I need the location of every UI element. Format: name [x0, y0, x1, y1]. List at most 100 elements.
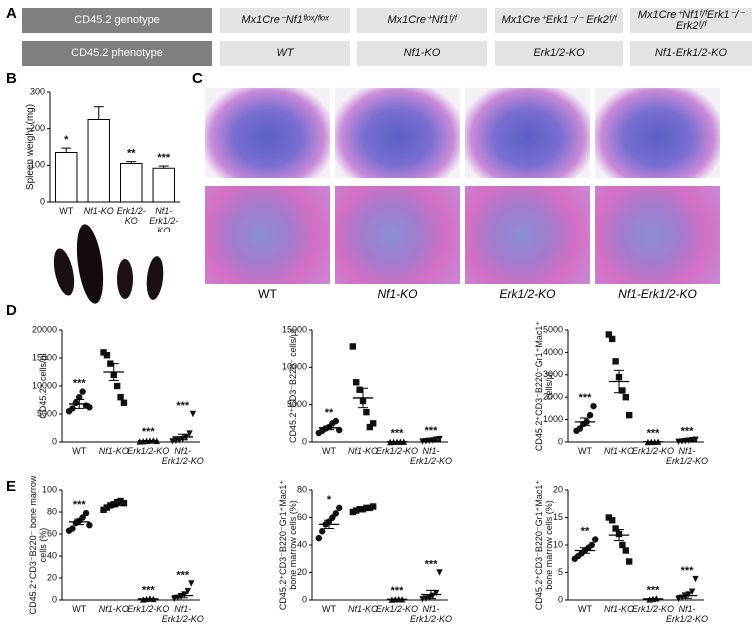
panel-label: A: [6, 5, 17, 22]
spleen-highmag-image: [595, 186, 720, 284]
significance-label: ***: [425, 558, 439, 570]
y-tick-label: 20000: [32, 324, 57, 334]
spleen-lowmag-image: [205, 88, 330, 178]
x-tick-label: Nf1-KO: [83, 206, 114, 216]
data-point: [609, 335, 616, 343]
x-tick-label-text: Nf1-Erk1/2-KO: [410, 446, 452, 466]
y-tick-label: 15000: [282, 324, 307, 334]
panel-label: E: [6, 478, 17, 495]
y-tick-label: 0: [558, 594, 563, 604]
x-tick-label: WT: [72, 446, 87, 456]
x-tick-label-text: WT: [72, 446, 87, 456]
table-cell: Mx1Cre⁺Nf1ᶠ/ᶠErk1⁻/⁻ Erk2ᶠ/ᶠ: [630, 8, 752, 33]
bar: [55, 152, 78, 203]
x-tick-label-text: WT: [578, 446, 592, 456]
y-axis-label: CD45.2⁺CD3⁻B220⁻ bone marrow cells (%): [28, 475, 48, 615]
x-tick-label-text: Nf1-Erk1/2-KO: [161, 446, 204, 466]
data-point: [72, 399, 80, 406]
x-tick-label-text: Erk1/2-KO: [116, 206, 146, 226]
x-tick-label: WT: [578, 604, 592, 614]
y-tick-label: 100: [42, 484, 57, 494]
data-point: [103, 352, 111, 359]
x-tick-label: Nf1-KO: [98, 604, 129, 614]
x-tick-label: Nf1-KO: [99, 446, 129, 456]
table-cell: Mx1Cre⁻Nf1ᶠˡᵒˣ/ᶠˡᵒˣ: [220, 8, 350, 33]
x-tick-label-text: Erk1/2-KO: [632, 604, 674, 614]
x-tick-label: WT: [322, 604, 336, 614]
x-tick-label: Nf1-Erk1/2-KO: [410, 446, 452, 466]
histology-label: Nf1-KO: [377, 287, 418, 301]
data-point: [688, 588, 696, 595]
y-tick-label: 0: [40, 196, 45, 206]
bar: [87, 119, 110, 203]
y-tick-label: 5000: [543, 324, 563, 334]
x-tick-label-text: WT: [59, 206, 74, 216]
y-tick-label: 2000: [543, 392, 563, 402]
x-tick-label: Nf1-Erk1/2-KO: [666, 446, 708, 466]
y-tick-label: 10000: [32, 380, 57, 390]
y-tick-label: 15: [553, 512, 563, 522]
y-tick-label: 40: [47, 550, 57, 560]
data-point: [605, 331, 612, 338]
y-axis-label-text: CD45.2⁺CD3⁻B220⁻ bone marrow cells (%): [28, 475, 48, 615]
data-point: [79, 388, 86, 395]
x-tick-label-text: WT: [322, 604, 336, 614]
y-tick-label: 0: [52, 436, 57, 446]
spleen-lowmag-image: [465, 88, 590, 178]
data-point: [349, 508, 356, 516]
data-point: [590, 402, 597, 410]
spleen-photos: [53, 224, 164, 304]
significance-label: **: [127, 148, 136, 160]
panel-label: D: [6, 302, 17, 319]
data-point: [332, 417, 339, 425]
x-tick-label: Erk1/2-KO: [116, 206, 146, 226]
data-point: [622, 394, 629, 401]
y-tick-label: 15000: [32, 352, 57, 362]
y-tick-label: 0: [302, 436, 307, 446]
y-axis-label: CD45.2⁺CD3⁻B220⁻ cells/μl: [288, 329, 298, 443]
significance-label: ***: [73, 499, 87, 511]
y-tick-label: 20: [553, 484, 563, 494]
significance-label: ***: [681, 426, 695, 438]
data-point: [76, 394, 83, 401]
data-point: [332, 510, 339, 517]
x-tick-label-text: WT: [578, 604, 592, 614]
y-axis-label-text: CD45.2⁺CD3⁻B220⁻ cells/μl: [288, 329, 298, 443]
data-point: [353, 507, 360, 514]
x-tick-label: Nf1-Erk1/2-KO: [666, 604, 708, 624]
x-tick-label-text: Nf1-KO: [603, 604, 634, 614]
data-point: [576, 425, 584, 432]
data-point: [86, 522, 93, 529]
data-point: [605, 514, 612, 521]
significance-label: ***: [142, 584, 156, 596]
x-tick-label-text: Nf1-KO: [98, 604, 129, 614]
y-tick-label: 10000: [282, 362, 307, 372]
x-tick-label: Nf1-KO: [348, 446, 378, 456]
x-tick-label-text: Erk1/2-KO: [376, 604, 418, 614]
data-point: [366, 423, 373, 431]
significance-label: ***: [391, 585, 405, 597]
data-point: [113, 498, 121, 506]
histology-label: Nf1-Erk1/2-KO: [618, 287, 697, 301]
data-point: [188, 580, 195, 587]
y-axis-label: Spleen weight (mg): [25, 104, 36, 190]
data-point: [432, 589, 440, 597]
bar: [120, 163, 143, 203]
significance-label: **: [581, 525, 590, 537]
spleen-highmag-image: [465, 186, 590, 284]
x-tick-label: WT: [322, 446, 336, 456]
y-tick-label: 20: [297, 567, 307, 577]
significance-label: *: [327, 494, 332, 506]
x-tick-label: Nf1-KO: [348, 604, 378, 614]
x-tick-label-text: Nf1-KO: [83, 206, 114, 216]
data-point: [422, 595, 430, 602]
data-point: [588, 541, 595, 549]
x-tick-label: Nf1-Erk1/2-KO: [149, 206, 178, 232]
y-axis-label: CD45.2⁺CD3⁻B220⁻Gr1⁺Mac1⁺ cells/μl: [534, 321, 554, 451]
y-axis-label-text: CD45.2⁺ cells/μl: [38, 353, 48, 419]
x-tick-label: Erk1/2-KO: [376, 446, 418, 456]
data-point: [609, 517, 616, 524]
y-axis-label-text: CD45.2⁺CD3⁻B220⁻Gr1⁺Mac1⁺ bone marrow ce…: [534, 479, 554, 611]
x-tick-label-text: Nf1-Erk1/2-KO: [161, 604, 204, 624]
histology-label: Erk1/2-KO: [499, 287, 556, 301]
